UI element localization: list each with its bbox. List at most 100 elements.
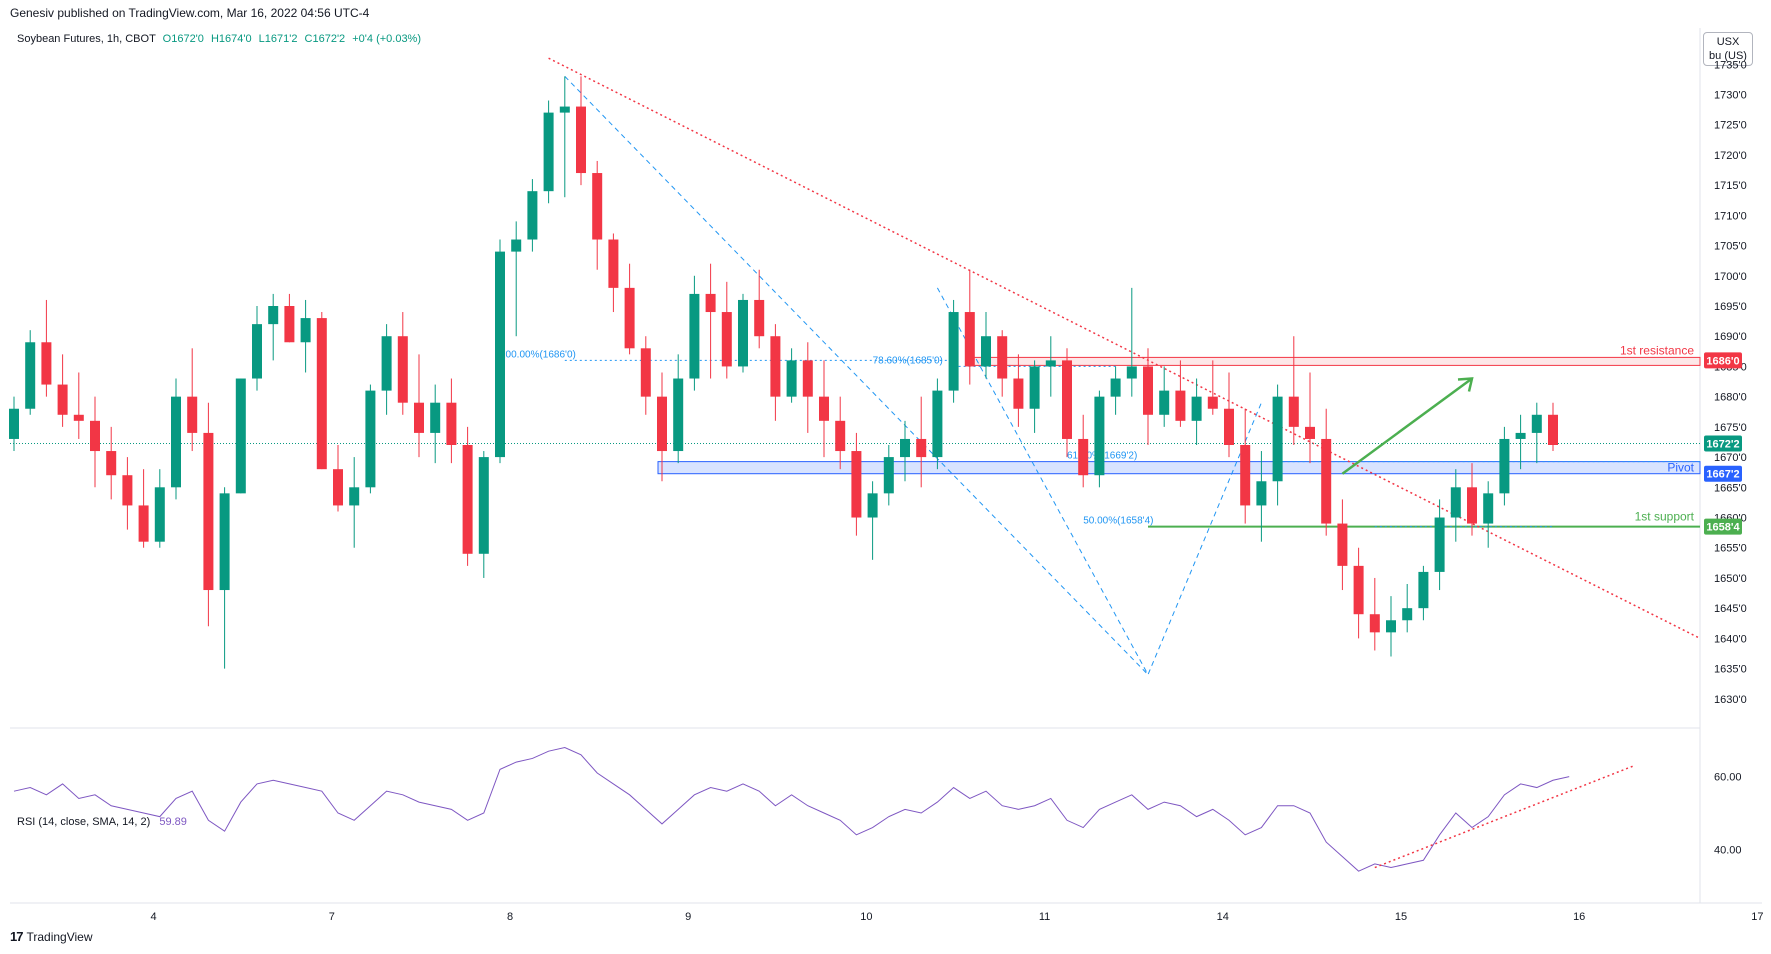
pivot-zone	[657, 461, 1701, 475]
candle-body	[1402, 608, 1413, 621]
price-tick-label: 1705'0	[1714, 241, 1747, 253]
candle-body	[106, 451, 117, 476]
candle-body	[916, 438, 927, 458]
time-tick-label: 11	[1039, 911, 1050, 923]
candle-body	[948, 312, 959, 391]
candle-body	[1094, 396, 1105, 476]
candle-body	[1483, 493, 1494, 524]
candle-body	[1434, 517, 1445, 572]
candle-body	[738, 299, 748, 367]
price-tick-label: 1675'0	[1714, 422, 1747, 434]
candle-body	[57, 384, 68, 415]
candle-body	[1062, 360, 1072, 439]
candle-body	[705, 293, 716, 313]
price-tick-label: 1725'0	[1714, 120, 1747, 132]
candle-body	[138, 505, 149, 542]
symbol-name: Soybean Futures, 1h, CBOT	[17, 33, 156, 45]
time-tick-label: 14	[1217, 911, 1229, 923]
price-tick-label: 1665'0	[1714, 482, 1747, 494]
rsi-tick-label: 60.00	[1714, 772, 1742, 784]
candle-body	[1548, 414, 1558, 445]
candle-body	[835, 420, 846, 452]
candle-body	[851, 451, 862, 518]
price-tick-label: 1710'0	[1714, 210, 1747, 222]
candle-body	[252, 324, 262, 379]
candle-body	[1272, 396, 1283, 482]
candle-body	[495, 251, 505, 458]
candle-body	[802, 360, 813, 397]
candle-body	[414, 402, 424, 433]
price-tick-label: 1630'0	[1714, 694, 1747, 706]
candle-body	[819, 396, 829, 421]
candle-body	[430, 402, 441, 433]
tradingview-logo-icon: 17	[10, 929, 24, 944]
price-tick-label: 1730'0	[1714, 89, 1747, 101]
candle-body	[786, 360, 797, 397]
candle-body	[122, 475, 133, 506]
candle-body	[527, 191, 538, 240]
candle-body	[754, 299, 765, 337]
rsi-label: RSI (14, close, SMA, 14, 2)	[17, 816, 151, 828]
unit-selector[interactable]: USX bu (US)	[1703, 32, 1753, 66]
time-tick-label: 8	[507, 911, 513, 923]
time-tick-label: 4	[151, 911, 157, 923]
candle-body	[1305, 426, 1315, 439]
downtrend-line	[548, 57, 1701, 640]
rsi-legend: RSI (14, close, SMA, 14, 2) 59.89	[17, 816, 187, 828]
tradingview-brand[interactable]: 17 TradingView	[10, 929, 93, 944]
projection-arrow-head-icon	[1457, 377, 1474, 392]
candle-body	[1515, 432, 1526, 439]
candle-body	[1159, 390, 1170, 415]
support-badge	[1704, 518, 1742, 535]
candle-body	[9, 408, 19, 439]
candle-body	[883, 457, 894, 494]
rsi-uptrend-line	[1374, 765, 1635, 869]
candle-body	[1240, 445, 1251, 506]
price-tick-label: 1680'0	[1714, 392, 1747, 404]
time-tick-label: 7	[329, 911, 335, 923]
candle-body	[478, 457, 489, 554]
price-tick-label: 1650'0	[1714, 573, 1747, 585]
price-tick-label: 1715'0	[1714, 180, 1747, 192]
price-tick-label: 1670'0	[1714, 452, 1747, 464]
candle-body	[770, 336, 781, 397]
ohlc-high: H1674'0	[210, 33, 252, 45]
candle-body	[41, 342, 52, 385]
candle-body	[1288, 396, 1299, 427]
price-tick-label: 1695'0	[1714, 301, 1747, 313]
price-tick-label: 1640'0	[1714, 633, 1747, 645]
candle-body	[365, 390, 376, 488]
candle-body	[187, 396, 198, 433]
candle-body	[932, 390, 943, 458]
candle-body	[559, 106, 570, 113]
candle-body	[171, 396, 181, 488]
candle-body	[1143, 366, 1153, 415]
candle-body	[1386, 620, 1396, 633]
time-tick-label: 17	[1751, 911, 1763, 923]
support-label: 1st support	[1635, 510, 1695, 524]
candle-body	[1175, 390, 1186, 421]
candle-body	[1531, 414, 1542, 433]
price-tick-label: 1645'0	[1714, 603, 1747, 615]
support-badge-text: 1658'4	[1706, 522, 1740, 534]
candle-body	[1110, 378, 1121, 397]
current-price-badge-text: 1672'2	[1706, 438, 1739, 450]
candle-body	[721, 312, 732, 367]
candle-body	[1353, 565, 1364, 615]
candle-body	[997, 336, 1008, 379]
candle-body	[203, 432, 214, 591]
time-tick-label: 15	[1395, 911, 1407, 923]
candle-body	[1369, 614, 1380, 633]
candle-body	[640, 348, 651, 397]
price-tick-label: 1655'0	[1714, 543, 1747, 555]
candle-body	[1013, 378, 1024, 409]
time-tick-label: 9	[685, 911, 691, 923]
rsi-value: 59.89	[159, 816, 187, 828]
pivot-badge	[1704, 465, 1742, 482]
candle-body	[90, 420, 100, 452]
candle-body	[349, 487, 360, 506]
candle-body	[1224, 408, 1234, 445]
candle-body	[235, 378, 246, 494]
candle-body	[73, 414, 84, 421]
